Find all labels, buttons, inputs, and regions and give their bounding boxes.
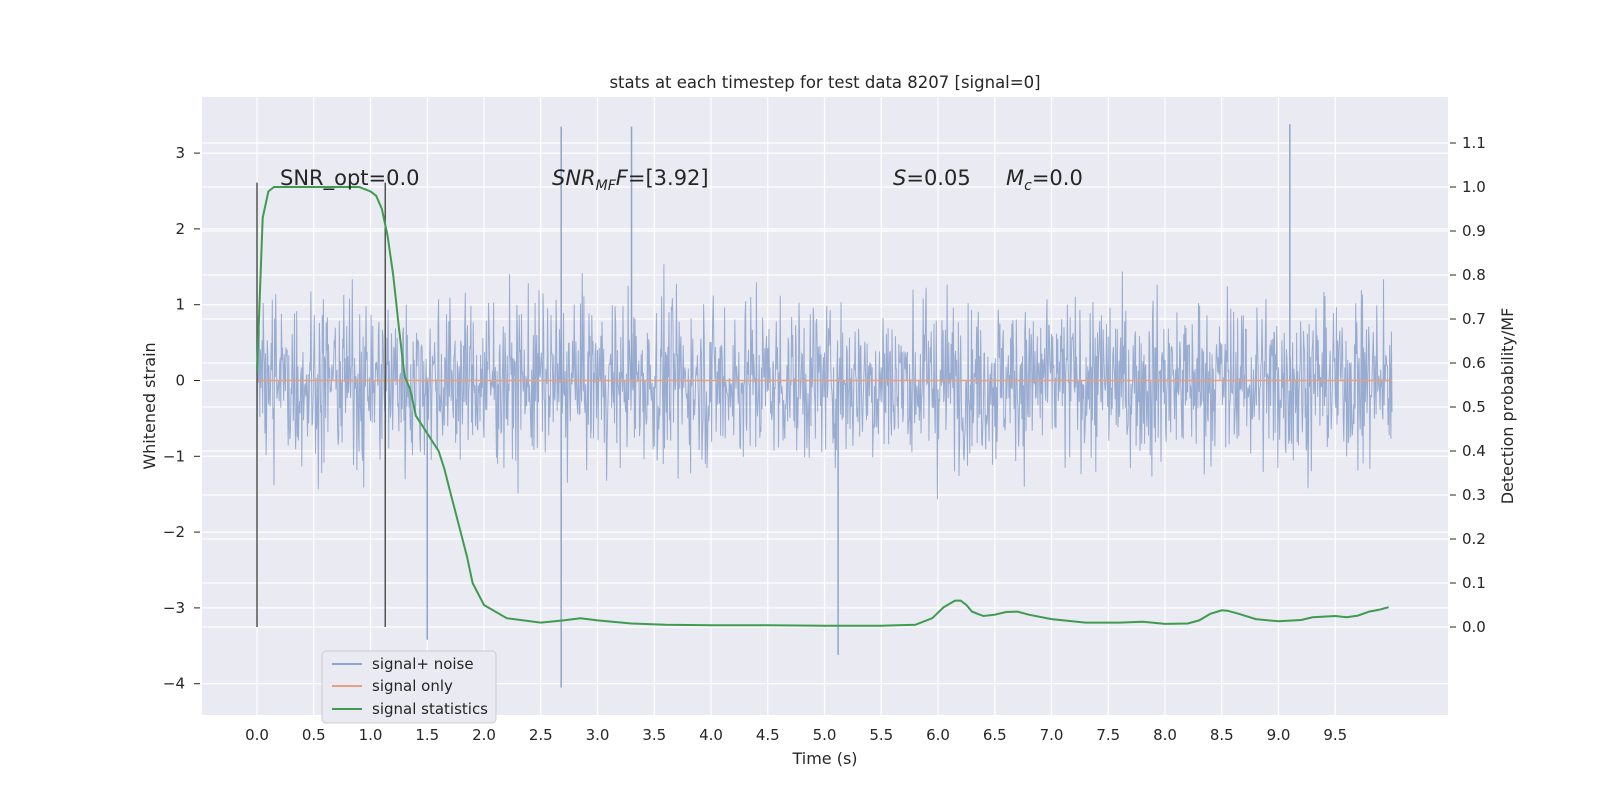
signal-statistics-line — [256, 186, 1389, 627]
legend-label-stats: signal statistics — [372, 700, 488, 718]
x-tick-label: 0.5 — [302, 726, 326, 744]
y-left-tick-label: −3 — [163, 599, 185, 617]
legend-label-noise: signal+ noise — [372, 655, 474, 673]
s-symbol: S — [893, 166, 906, 190]
y-right-tick-label: 0.0 — [1462, 618, 1486, 636]
y-right-tick-label: 0.7 — [1462, 310, 1486, 328]
signal-noise-series — [256, 124, 1393, 688]
x-axis-title: Time (s) — [791, 749, 857, 768]
y-right-tick-label: 0.3 — [1462, 486, 1486, 504]
annotation-snr-opt: SNR_opt=0.0 — [280, 166, 420, 191]
x-tick-label: 8.0 — [1153, 726, 1177, 744]
y-left-tick-label: −4 — [163, 675, 185, 693]
y-right-tick-label: 0.1 — [1462, 574, 1486, 592]
signal-statistics-series — [256, 186, 1389, 627]
snr-mf-subscript: MF — [596, 178, 617, 194]
mc-value: =0.0 — [1032, 166, 1083, 190]
y-left-tick-label: 1 — [175, 296, 185, 314]
x-tick-label: 4.5 — [756, 726, 780, 744]
y-right-tick-label: 0.8 — [1462, 266, 1486, 284]
x-tick-label: 1.5 — [415, 726, 439, 744]
y-left-tick-label: 0 — [175, 372, 185, 390]
y-right-tick-label: 0.4 — [1462, 442, 1486, 460]
y-gridlines — [202, 142, 1448, 685]
x-tick-label: 9.5 — [1323, 726, 1347, 744]
x-tick-label: 4.0 — [699, 726, 723, 744]
x-tick-label: 6.0 — [926, 726, 950, 744]
legend-box — [321, 650, 497, 724]
y-right-tick-label: 1.1 — [1462, 134, 1486, 152]
x-tick-label: 2.5 — [529, 726, 553, 744]
x-tick-label: 5.0 — [813, 726, 837, 744]
annotation-snr-mf: SNRMFF=[3.92] — [552, 166, 709, 194]
x-tick-label: 0.0 — [245, 726, 269, 744]
y-right-tick-label: 1.0 — [1462, 178, 1486, 196]
y-left-tick-labels: −4 −3 −2 −1 0 1 2 3 — [163, 144, 200, 693]
y-left-axis-title: Whitened strain — [140, 342, 159, 469]
x-tick-label: 6.5 — [983, 726, 1007, 744]
x-tick-label: 1.0 — [359, 726, 383, 744]
annotation-mc: Mc=0.0 — [1006, 166, 1083, 194]
y-right-tick-label: 0.9 — [1462, 222, 1486, 240]
x-tick-label: 2.0 — [472, 726, 496, 744]
snr-mf-value: =[3.92] — [628, 166, 709, 190]
legend: signal+ noise signal only signal statist… — [321, 650, 497, 724]
x-tick-label: 8.5 — [1210, 726, 1234, 744]
x-tick-label: 3.0 — [586, 726, 610, 744]
mc-subscript: c — [1024, 178, 1032, 194]
y-left-tick-label: −2 — [163, 523, 185, 541]
vertical-markers — [256, 182, 387, 627]
x-tick-labels: 0.0 0.5 1.0 1.5 2.0 2.5 3.0 3.5 4.0 4.5 5.0 5.5 6.0 6… — [245, 726, 1347, 744]
x-tick-label: 9.0 — [1267, 726, 1291, 744]
y-left-tick-label: −1 — [163, 447, 185, 465]
annotation-s: S=0.05 — [893, 166, 971, 190]
y-right-axis-title: Detection probability/MF — [1498, 308, 1517, 505]
mc-symbol: M — [1006, 166, 1024, 190]
y-right-tick-label: 0.2 — [1462, 530, 1486, 548]
y-right-tick-label: 0.6 — [1462, 354, 1486, 372]
x-tick-label: 7.5 — [1096, 726, 1120, 744]
y-right-tick-labels: 0.0 0.1 0.2 0.3 0.4 0.5 0.6 0.7 0.8 0.9 1.0 1.1 — [1450, 134, 1486, 636]
s-value: =0.05 — [906, 166, 970, 190]
legend-label-signal: signal only — [372, 677, 453, 695]
x-tick-label: 3.5 — [642, 726, 666, 744]
y-right-tick-label: 0.5 — [1462, 398, 1486, 416]
x-tick-label: 7.0 — [1040, 726, 1064, 744]
x-tick-label: 5.5 — [869, 726, 893, 744]
y-left-tick-label: 2 — [175, 220, 185, 238]
chart-title: stats at each timestep for test data 820… — [609, 73, 1040, 92]
snr-mf-symbol: SNR — [552, 166, 596, 190]
noise-trace — [256, 264, 1393, 500]
y-left-tick-label: 3 — [175, 144, 185, 162]
